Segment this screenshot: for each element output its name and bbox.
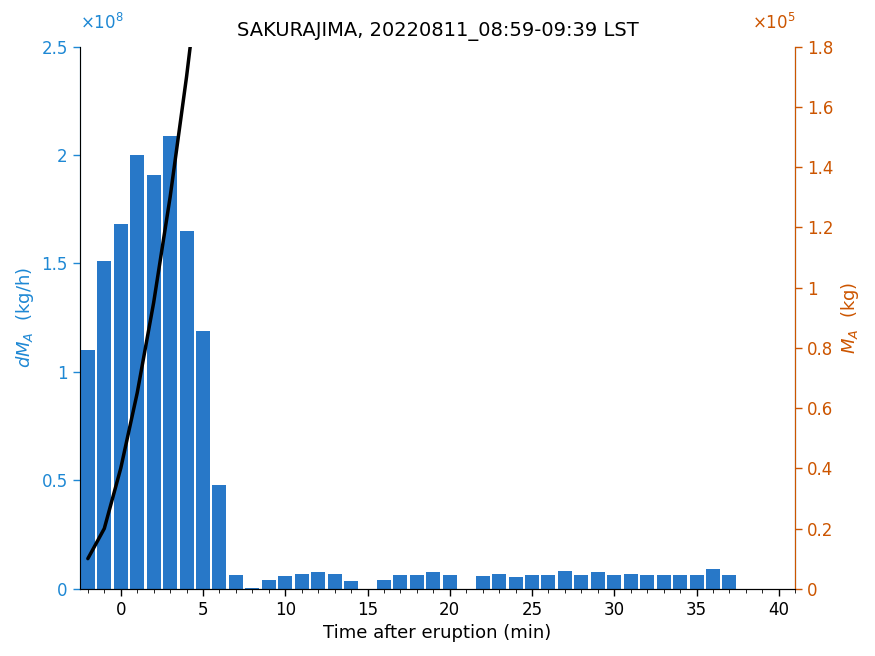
Bar bbox=[278, 576, 292, 588]
Bar bbox=[163, 136, 177, 588]
Bar bbox=[525, 575, 539, 588]
Bar bbox=[574, 575, 588, 588]
Bar bbox=[591, 573, 605, 588]
Bar bbox=[508, 577, 522, 588]
Bar bbox=[673, 575, 687, 588]
Bar bbox=[706, 569, 720, 588]
Text: $\times\mathregular{10}^{\mathregular{5}}$: $\times\mathregular{10}^{\mathregular{5}… bbox=[752, 13, 795, 33]
Bar bbox=[327, 573, 341, 588]
Bar bbox=[542, 575, 556, 588]
Bar bbox=[377, 580, 391, 588]
Bar bbox=[114, 224, 128, 588]
Y-axis label: $dM_A$  (kg/h): $dM_A$ (kg/h) bbox=[14, 267, 36, 368]
Bar bbox=[426, 573, 440, 588]
Bar bbox=[690, 575, 704, 588]
Bar bbox=[130, 155, 144, 588]
Bar bbox=[312, 573, 326, 588]
Bar bbox=[196, 331, 210, 588]
X-axis label: Time after eruption (min): Time after eruption (min) bbox=[324, 624, 551, 642]
Bar bbox=[640, 575, 654, 588]
Y-axis label: $M_A$  (kg): $M_A$ (kg) bbox=[839, 281, 861, 354]
Bar bbox=[394, 575, 408, 588]
Bar bbox=[476, 576, 490, 588]
Bar bbox=[607, 575, 621, 588]
Bar bbox=[229, 575, 243, 588]
Bar bbox=[262, 580, 276, 588]
Bar bbox=[492, 573, 506, 588]
Bar bbox=[147, 174, 161, 588]
Bar bbox=[410, 575, 423, 588]
Bar bbox=[344, 581, 358, 588]
Bar bbox=[443, 575, 457, 588]
Bar bbox=[558, 571, 572, 588]
Bar bbox=[723, 575, 737, 588]
Bar bbox=[179, 231, 193, 588]
Bar bbox=[624, 573, 638, 588]
Text: $\times\mathregular{10}^{\mathregular{8}}$: $\times\mathregular{10}^{\mathregular{8}… bbox=[80, 13, 123, 33]
Bar bbox=[97, 261, 111, 588]
Bar bbox=[80, 350, 94, 588]
Title: SAKURAJIMA, 20220811_08:59-09:39 LST: SAKURAJIMA, 20220811_08:59-09:39 LST bbox=[236, 22, 639, 41]
Bar bbox=[295, 573, 309, 588]
Bar bbox=[656, 575, 670, 588]
Bar bbox=[213, 485, 227, 588]
